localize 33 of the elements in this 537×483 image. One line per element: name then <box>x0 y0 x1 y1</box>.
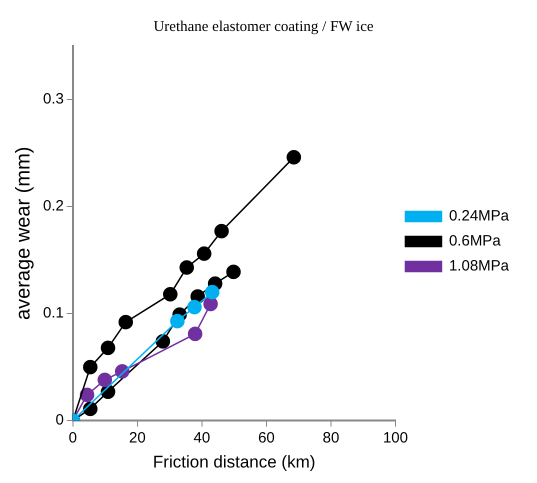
x-tick-label: 0 <box>68 430 78 447</box>
legend-label: 1.08MPa <box>448 258 510 275</box>
point <box>100 340 116 356</box>
point <box>118 314 134 330</box>
point <box>83 360 98 374</box>
x-tick-label: 60 <box>258 430 275 447</box>
y-tick-label: 0.2 <box>42 198 64 215</box>
y-axis-title: average wear (mm) <box>12 146 35 320</box>
y-tick-label: 0.3 <box>42 90 64 108</box>
x-tick-label: 20 <box>129 430 146 447</box>
legend-label: 0.24MPa <box>448 208 510 225</box>
x-tick-label: 80 <box>322 430 340 447</box>
point <box>80 388 94 402</box>
point <box>214 224 229 238</box>
point <box>179 260 194 275</box>
point <box>203 296 218 312</box>
y-tick-label: 0.1 <box>42 304 64 322</box>
x-tick-label: 40 <box>194 430 210 447</box>
point <box>196 246 212 261</box>
legend-label: 0.6MPa <box>448 232 502 250</box>
point <box>163 287 178 302</box>
point <box>188 326 202 342</box>
x-tick-label: 100 <box>382 430 408 447</box>
point <box>187 300 202 314</box>
point <box>98 372 112 388</box>
point <box>226 264 241 280</box>
x-axis-title: Friction distance (km) <box>152 452 316 472</box>
point <box>286 150 302 165</box>
y-tick-label: 0 <box>56 412 64 429</box>
chart-title: Urethane elastomer coating / FW ice <box>153 18 374 35</box>
point <box>204 284 220 300</box>
point <box>156 334 170 349</box>
point <box>170 314 185 328</box>
